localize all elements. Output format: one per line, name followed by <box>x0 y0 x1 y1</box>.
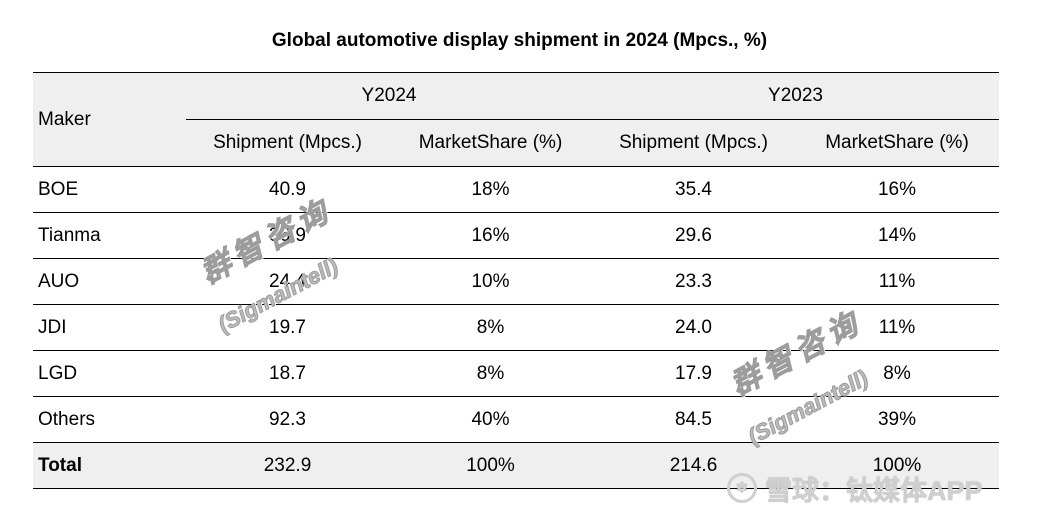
maker-cell: JDI <box>33 304 186 351</box>
share-2024-cell: 40% <box>389 396 592 443</box>
snowball-logo-icon: ❄ <box>727 473 757 503</box>
maker-cell: Others <box>33 396 186 443</box>
header-row-subcolumns: Shipment (Mpcs.) MarketShare (%) Shipmen… <box>33 119 999 167</box>
total-row: Total 232.9 100% 214.6 100% <box>33 442 999 489</box>
shipment-2024-cell: 19.7 <box>186 304 389 351</box>
shipment-table: Maker Y2024 Y2023 Shipment (Mpcs.) Marke… <box>33 72 999 489</box>
shipment-2023-cell: 214.6 <box>592 442 795 489</box>
subheader-share-2023: MarketShare (%) <box>795 119 999 167</box>
shipment-2023-cell: 35.4 <box>592 166 795 213</box>
subheader-shipment-2023: Shipment (Mpcs.) <box>592 119 795 167</box>
share-2024-cell: 8% <box>389 350 592 397</box>
share-2023-cell: 100% <box>795 442 999 489</box>
shipment-2024-cell: 92.3 <box>186 396 389 443</box>
shipment-2023-cell: 23.3 <box>592 258 795 305</box>
group-header-y2024: Y2024 <box>186 72 592 120</box>
shipment-2024-cell: 40.9 <box>186 166 389 213</box>
group-header-y2023: Y2023 <box>592 72 999 120</box>
shipment-2023-cell: 29.6 <box>592 212 795 259</box>
table-row: BOE 40.9 18% 35.4 16% <box>33 166 999 213</box>
footer-watermark-text: 雪球：钛媒体APP <box>765 475 983 506</box>
table-row: AUO 24.4 10% 23.3 11% <box>33 258 999 305</box>
shipment-2023-cell: 17.9 <box>592 350 795 397</box>
subheader-shipment-2024: Shipment (Mpcs.) <box>186 119 389 167</box>
shipment-2024-cell: 18.7 <box>186 350 389 397</box>
shipment-2023-cell: 24.0 <box>592 304 795 351</box>
share-2024-cell: 8% <box>389 304 592 351</box>
subheader-share-2024: MarketShare (%) <box>389 119 592 167</box>
share-2024-cell: 16% <box>389 212 592 259</box>
maker-cell: Total <box>33 442 186 489</box>
maker-column-header: Maker <box>33 72 186 167</box>
shipment-2024-cell: 232.9 <box>186 442 389 489</box>
shipment-2024-cell: 36.9 <box>186 212 389 259</box>
share-2024-cell: 100% <box>389 442 592 489</box>
maker-cell: AUO <box>33 258 186 305</box>
table-row: JDI 19.7 8% 24.0 11% <box>33 304 999 351</box>
shipment-2023-cell: 84.5 <box>592 396 795 443</box>
share-2023-cell: 16% <box>795 166 999 213</box>
table-row: Others 92.3 40% 84.5 39% <box>33 396 999 443</box>
share-2023-cell: 11% <box>795 304 999 351</box>
share-2023-cell: 39% <box>795 396 999 443</box>
chart-title: Global automotive display shipment in 20… <box>271 30 768 51</box>
xueqiu-watermark: ❄ 雪球：钛媒体APP <box>727 470 983 506</box>
share-2023-cell: 8% <box>795 350 999 397</box>
maker-cell: Tianma <box>33 212 186 259</box>
maker-cell: BOE <box>33 166 186 213</box>
share-2023-cell: 14% <box>795 212 999 259</box>
table-row: Tianma 36.9 16% 29.6 14% <box>33 212 999 259</box>
share-2024-cell: 10% <box>389 258 592 305</box>
shipment-2024-cell: 24.4 <box>186 258 389 305</box>
header-row-groups: Maker Y2024 Y2023 <box>33 72 999 167</box>
share-2023-cell: 11% <box>795 258 999 305</box>
table-row: LGD 18.7 8% 17.9 8% <box>33 350 999 397</box>
maker-cell: LGD <box>33 350 186 397</box>
share-2024-cell: 18% <box>389 166 592 213</box>
